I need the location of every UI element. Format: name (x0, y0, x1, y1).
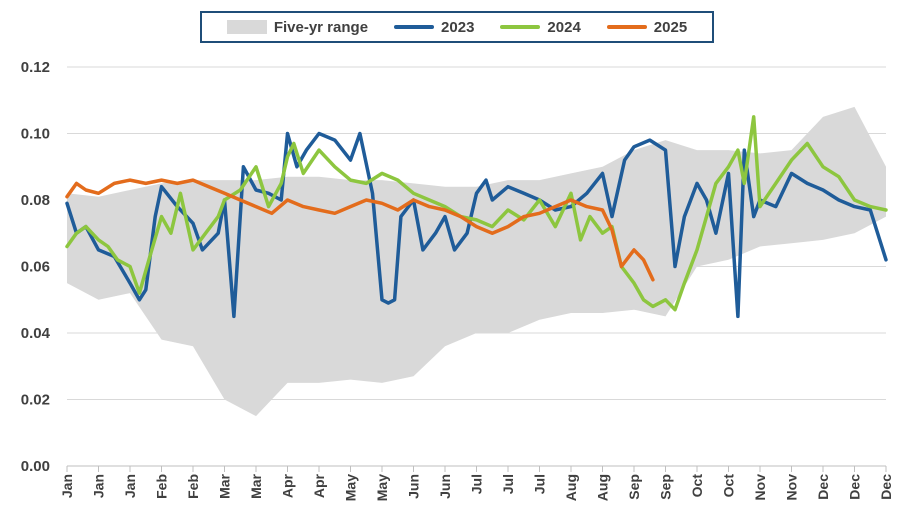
legend-swatch-2025 (606, 25, 647, 29)
legend-label-range: Five-yr range (273, 18, 369, 36)
series-line-2024 (65, 115, 888, 312)
x-tick-label: Jul (532, 474, 548, 494)
x-tick-label: Jul (469, 474, 485, 494)
x-tick-label: Feb (185, 474, 201, 499)
legend-label-2023: 2023 (441, 18, 475, 36)
legend-item-range: Five-yr range (226, 18, 369, 36)
x-tick-label: Nov (752, 474, 768, 501)
y-tick-label: 0.12 (21, 59, 50, 76)
x-tick-label: Dec (847, 474, 863, 500)
y-tick-label: 0.04 (21, 325, 51, 342)
x-tick-label: Aug (595, 474, 611, 501)
range-band (67, 106, 886, 417)
y-tick-label: 0.08 (21, 192, 50, 209)
legend-swatch-range (226, 20, 267, 34)
y-tick-label: 0.10 (21, 126, 50, 143)
legend-label-2025: 2025 (653, 18, 688, 36)
x-tick-label: Sep (658, 474, 674, 500)
x-tick-label: Dec (878, 474, 894, 500)
legend-swatch-2024 (500, 25, 541, 29)
x-tick-label: Oct (689, 474, 705, 498)
x-tick-label: Jan (59, 474, 75, 498)
legend-swatch-2023 (394, 25, 435, 29)
x-tick-label: Nov (784, 474, 800, 501)
x-tick-label: Mar (248, 473, 264, 498)
x-tick-label: Apr (280, 473, 296, 498)
y-tick-label: 0.02 (21, 392, 50, 409)
legend-item-2024: 2024 (500, 18, 581, 36)
y-tick-label: 0.06 (21, 259, 50, 276)
x-tick-label: Mar (217, 473, 233, 498)
x-tick-label: Feb (154, 474, 170, 499)
x-tick-label: May (374, 474, 390, 501)
chart-legend: Five-yr range 2023 2024 2025 (200, 11, 714, 43)
x-tick-label: May (343, 474, 359, 501)
legend-item-2025: 2025 (606, 18, 688, 36)
x-tick-label: Jan (122, 474, 138, 498)
x-tick-label: Apr (311, 473, 327, 498)
x-tick-label: Jun (406, 474, 422, 499)
x-tick-label: Aug (563, 474, 579, 501)
x-tick-label: Oct (721, 474, 737, 498)
x-tick-label: Dec (815, 474, 831, 500)
y-tick-label: 0.00 (21, 458, 50, 475)
x-tick-label: Jan (91, 474, 107, 498)
x-tick-label: Sep (626, 474, 642, 500)
legend-label-2024: 2024 (547, 18, 581, 36)
legend-item-2023: 2023 (394, 19, 474, 36)
x-tick-label: Jun (437, 474, 453, 499)
series-line-2025 (65, 178, 655, 282)
x-tick-label: Jul (500, 474, 516, 494)
